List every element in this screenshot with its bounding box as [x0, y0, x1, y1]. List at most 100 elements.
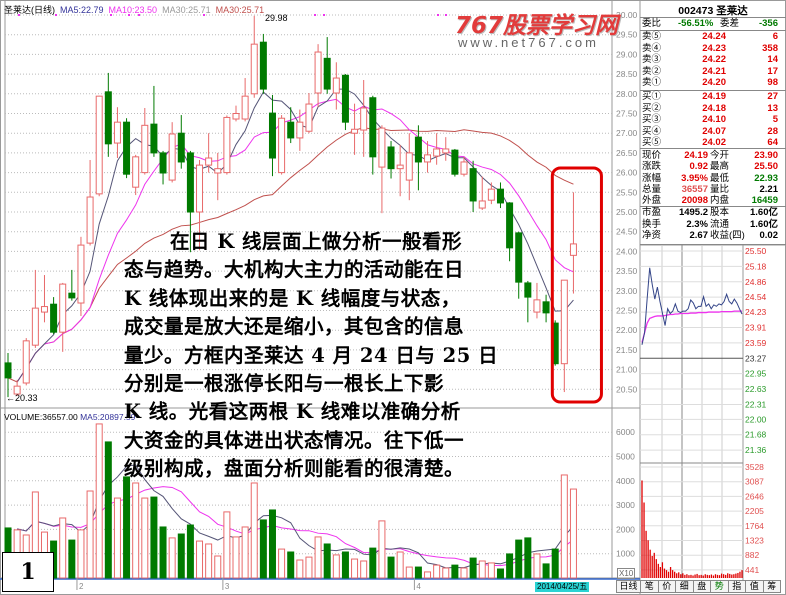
candle-body — [113, 121, 121, 144]
ma30-label-a: MA30:25.71 — [162, 5, 211, 15]
highlight-box — [550, 166, 603, 404]
candle-body — [223, 116, 231, 174]
event-marker — [18, 14, 20, 16]
tab-4[interactable]: 盘 — [693, 580, 711, 593]
candle — [95, 95, 103, 197]
candle — [451, 148, 459, 177]
month-label: 3 — [225, 582, 230, 591]
candle — [487, 182, 495, 205]
stat-label: 涨幅 — [642, 172, 662, 184]
volume-bar — [95, 423, 103, 579]
ask-price: 24.20 — [702, 77, 726, 89]
bid-row: 买① 24.19 27 — [640, 91, 786, 103]
candle-body — [496, 188, 504, 204]
intraday-volume-tick: 882 — [745, 550, 759, 560]
ma30-label-b: MA30:25.71 — [215, 5, 265, 15]
volume-bar — [278, 548, 286, 579]
candle-body — [524, 282, 532, 298]
month-label: 2 — [79, 582, 84, 591]
intraday-price-tick: 23.27 — [745, 353, 767, 363]
candle-body — [68, 292, 76, 299]
stat-label: 总量 — [642, 183, 662, 195]
volume-bar — [223, 511, 231, 579]
candle — [214, 152, 222, 201]
tab-0[interactable]: 日线 — [616, 580, 641, 593]
candle-body — [323, 57, 331, 90]
stat-value: 22.93 — [754, 172, 778, 184]
tab-1[interactable]: 笔 — [641, 580, 659, 593]
quote-panel: 002473 圣莱达 委比 -56.51% 委差 -356 卖⑤ 24.24 6 卖④ 24.… — [640, 0, 786, 250]
ask-label: 卖② — [642, 65, 662, 77]
fund-value: 0.02 — [759, 230, 779, 241]
stat-value: 2.21 — [759, 183, 779, 195]
intraday-volume-tick: 1323 — [745, 536, 764, 546]
stat-value: 23.90 — [754, 150, 778, 161]
candle — [4, 353, 12, 398]
volume-bar — [405, 566, 413, 579]
candle-body — [387, 146, 395, 170]
volume-tick-label: 6000 — [616, 427, 635, 437]
candle — [341, 74, 349, 131]
essay-line: K 线。光看这两根 K 线难以准确分析 — [124, 400, 461, 424]
volume-bar — [378, 520, 386, 579]
panel-tabs: 日线笔价细盘势指值筹 — [616, 580, 781, 593]
ask-row: 卖④ 24.23 358 — [640, 43, 786, 55]
bid-row: 买③ 24.10 5 — [640, 114, 786, 126]
fund-label: 收益(四) — [710, 230, 745, 241]
ask-row: 卖② 24.21 17 — [640, 66, 786, 78]
candle-body — [141, 124, 149, 174]
ma10-label: MA10:23.50 — [108, 5, 158, 15]
volume-bar — [68, 539, 76, 579]
logo: 767股票学习网 — [455, 13, 619, 39]
volume-bar — [77, 529, 85, 579]
price-tick-label: 21.50 — [616, 345, 638, 355]
candle — [542, 294, 550, 323]
volume-bar — [241, 526, 249, 579]
tab-6[interactable]: 指 — [728, 580, 746, 593]
candle-body — [95, 95, 103, 195]
bid-label: 买② — [642, 102, 662, 114]
candle — [314, 44, 322, 108]
candle — [196, 159, 204, 251]
volume-tick-label: 4000 — [616, 476, 635, 486]
tab-8[interactable]: 筹 — [763, 580, 781, 593]
event-marker — [203, 14, 205, 16]
volume-bar — [196, 540, 204, 579]
ask-price: 24.22 — [702, 54, 726, 66]
fund-label: 股本 — [710, 207, 730, 218]
diff-value: -356 — [758, 18, 778, 29]
tab-5[interactable]: 势 — [711, 580, 729, 593]
ask-row: 卖③ 24.22 14 — [640, 54, 786, 66]
stat-value: 25.50 — [754, 161, 778, 173]
candle — [50, 297, 58, 335]
tab-3[interactable]: 细 — [676, 580, 694, 593]
ask-volume: 6 — [772, 31, 778, 42]
candle — [560, 279, 568, 393]
candle — [113, 107, 121, 159]
essay-line: 态与趋势。大机构大主力的活动能在日 — [124, 258, 465, 282]
intraday-volume-tick: 3087 — [745, 477, 764, 487]
volume-bar — [268, 509, 276, 579]
ask-volume: 14 — [767, 54, 778, 66]
volume-bar — [250, 482, 258, 579]
event-marker — [323, 14, 325, 16]
tab-7[interactable]: 值 — [746, 580, 764, 593]
volume-bar — [86, 490, 94, 579]
candle — [13, 379, 21, 396]
candle-body — [59, 283, 67, 333]
volume-bar — [104, 441, 112, 579]
volume-bar — [569, 488, 577, 579]
quote-title: 002473 圣莱达 — [678, 5, 748, 17]
volume-bar — [487, 562, 495, 579]
candle-body — [150, 123, 158, 154]
candle-body — [241, 95, 249, 120]
candle — [177, 115, 185, 169]
ma5-line — [16, 88, 574, 383]
candle-body — [278, 117, 286, 174]
intraday-price-tick: 24.54 — [745, 292, 767, 302]
intraday-volume-tick: 2205 — [745, 506, 764, 516]
candle-body — [533, 299, 541, 313]
tab-2[interactable]: 价 — [658, 580, 676, 593]
bid-row: 买② 24.18 13 — [640, 103, 786, 115]
